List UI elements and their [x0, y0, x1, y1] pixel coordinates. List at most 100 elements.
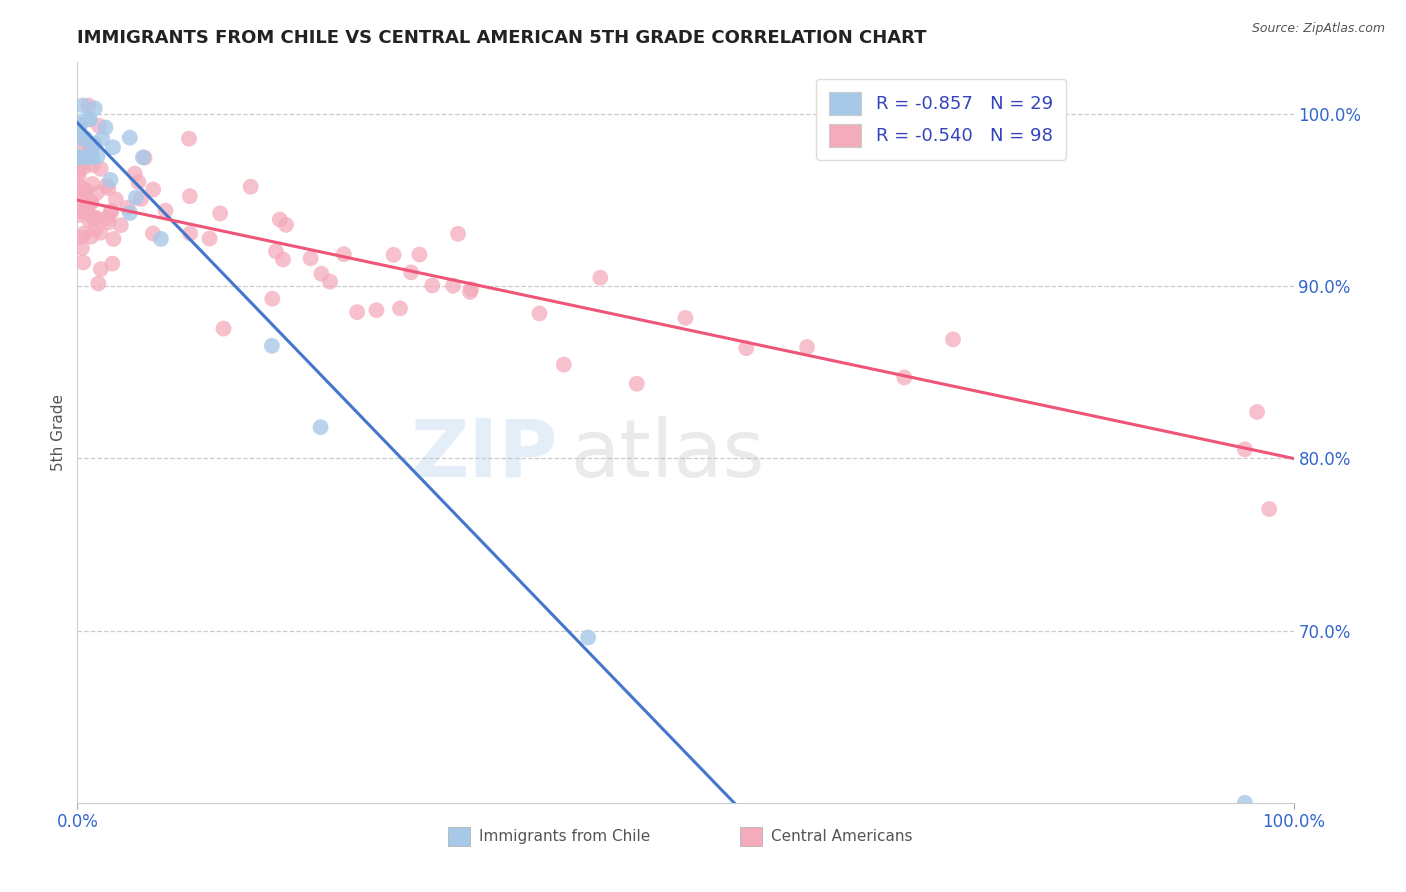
Point: [117, 201, 139, 215]
Point: [333, 247, 356, 261]
Point: [100, 173, 122, 187]
Point: [67, 163, 90, 178]
Point: [73, 160, 96, 174]
Point: [80, 194, 103, 209]
Text: ZIP: ZIP: [411, 416, 558, 494]
Point: [79, 150, 101, 164]
Point: [1246, 405, 1268, 419]
Point: [100, 203, 122, 218]
Point: [142, 182, 165, 196]
Point: [83, 101, 105, 115]
Point: [80, 195, 103, 210]
Point: [90, 161, 112, 176]
Point: [83, 211, 105, 225]
Point: [67, 161, 90, 176]
Point: [149, 232, 172, 246]
Point: [67, 169, 90, 183]
Point: [67, 120, 90, 135]
Point: [441, 278, 464, 293]
Point: [77, 136, 100, 150]
Point: [127, 175, 149, 189]
Point: [346, 305, 368, 319]
Text: Immigrants from Chile: Immigrants from Chile: [478, 830, 650, 845]
FancyBboxPatch shape: [740, 827, 762, 846]
Point: [79, 140, 101, 154]
Point: [155, 203, 177, 218]
Point: [96, 211, 118, 226]
Point: [447, 227, 470, 241]
Point: [100, 205, 122, 219]
Text: Central Americans: Central Americans: [770, 830, 912, 845]
Point: [942, 332, 965, 346]
Point: [70, 241, 93, 255]
Point: [796, 340, 818, 354]
Point: [735, 341, 758, 355]
Point: [104, 192, 127, 206]
Point: [70, 230, 93, 244]
Point: [94, 120, 117, 135]
Point: [87, 119, 110, 133]
Point: [86, 211, 108, 225]
Y-axis label: 5th Grade: 5th Grade: [51, 394, 66, 471]
Point: [124, 167, 146, 181]
Point: [198, 231, 221, 245]
Point: [82, 211, 104, 226]
Point: [72, 188, 94, 202]
Point: [458, 285, 481, 299]
Point: [76, 112, 98, 127]
Point: [73, 227, 96, 241]
Point: [97, 215, 120, 229]
Point: [389, 301, 412, 316]
Point: [79, 112, 101, 127]
Point: [177, 131, 200, 145]
Point: [69, 119, 91, 133]
Point: [101, 257, 124, 271]
Point: [73, 131, 96, 145]
Point: [269, 212, 291, 227]
Point: [460, 282, 482, 296]
Point: [87, 277, 110, 291]
Point: [366, 303, 388, 318]
Point: [382, 248, 405, 262]
Point: [76, 200, 98, 214]
Text: IMMIGRANTS FROM CHILE VS CENTRAL AMERICAN 5TH GRADE CORRELATION CHART: IMMIGRANTS FROM CHILE VS CENTRAL AMERICA…: [77, 29, 927, 47]
Point: [309, 420, 332, 434]
Point: [420, 278, 443, 293]
Point: [72, 255, 94, 269]
Point: [79, 214, 101, 228]
Point: [89, 226, 111, 240]
Point: [179, 189, 201, 203]
Point: [529, 306, 551, 320]
Point: [125, 190, 148, 204]
Point: [311, 267, 333, 281]
Point: [118, 130, 141, 145]
Point: [1233, 796, 1256, 810]
Point: [72, 132, 94, 146]
Point: [69, 138, 91, 153]
Point: [589, 270, 612, 285]
Point: [67, 178, 90, 192]
Point: [142, 227, 165, 241]
Point: [73, 150, 96, 164]
Point: [1258, 502, 1281, 516]
Point: [67, 116, 90, 130]
Point: [83, 136, 105, 151]
Point: [110, 219, 132, 233]
Point: [96, 178, 118, 193]
Point: [70, 204, 93, 219]
Point: [262, 292, 284, 306]
Point: [73, 182, 96, 196]
Point: [67, 150, 90, 164]
Point: [76, 201, 98, 215]
Point: [299, 252, 322, 266]
Point: [86, 186, 108, 200]
Point: [82, 158, 104, 172]
FancyBboxPatch shape: [449, 827, 470, 846]
Point: [626, 376, 648, 391]
Point: [118, 206, 141, 220]
Point: [408, 247, 430, 261]
Point: [82, 150, 104, 164]
Point: [675, 310, 697, 325]
Point: [1233, 442, 1256, 457]
Point: [103, 232, 125, 246]
